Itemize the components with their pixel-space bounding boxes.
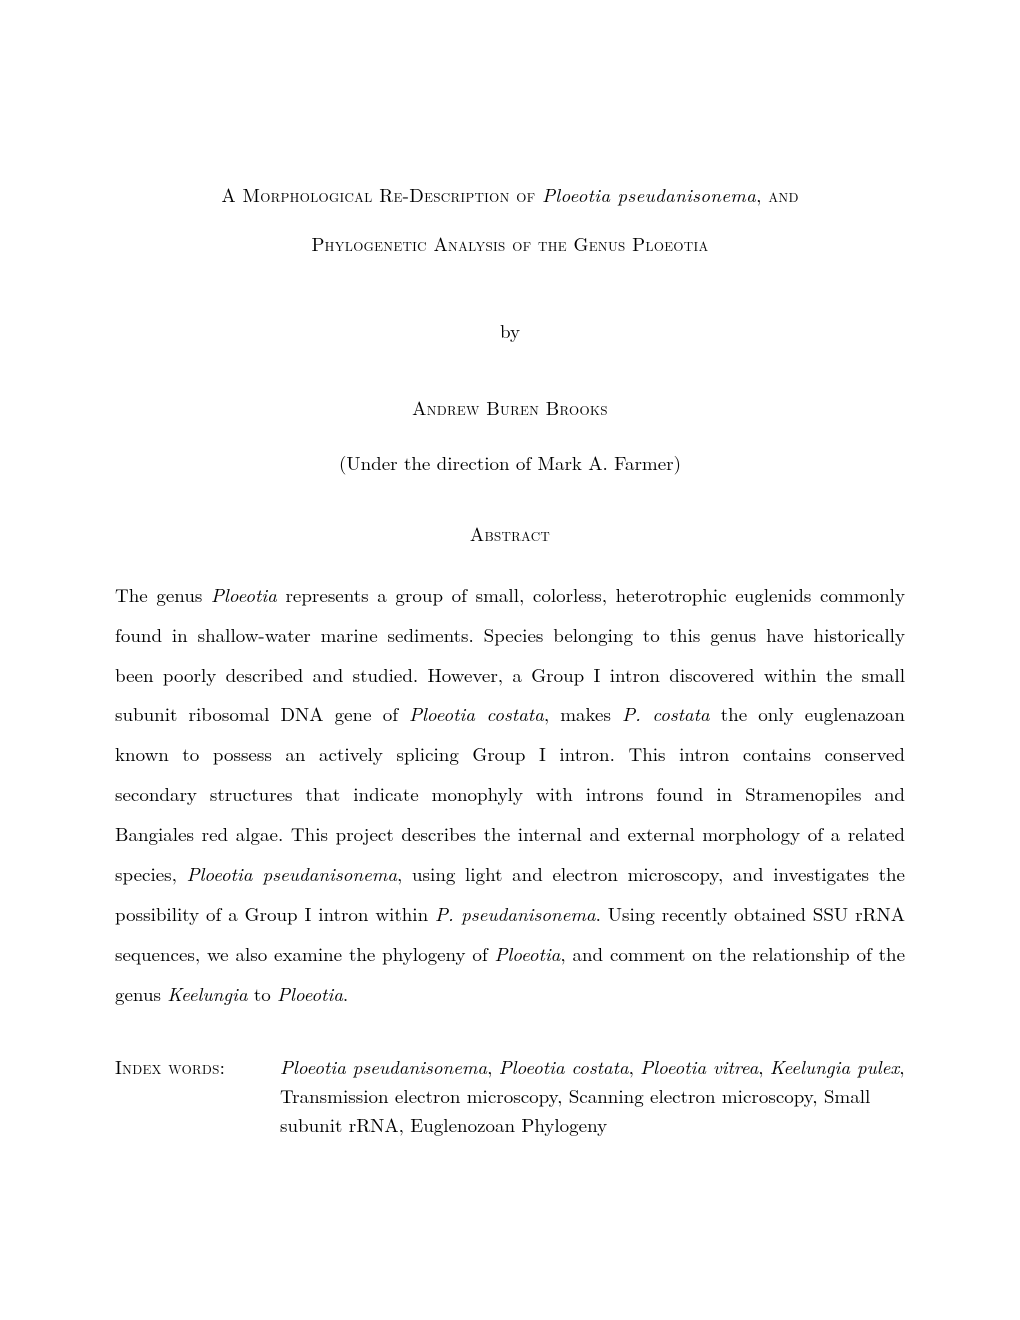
- title-pre: A Morphological Re-Description of: [221, 181, 542, 208]
- abstract-body: The genus Ploeotia represents a group of…: [115, 575, 905, 1014]
- direction-line: (Under the direction of Mark A. Farmer): [115, 449, 905, 476]
- index-words-list: Ploeotia pseudanisonema, Ploeotia costat…: [280, 1052, 905, 1140]
- title-line-1: A Morphological Re-Description of Ploeot…: [115, 170, 905, 219]
- index-sep: ,: [758, 1053, 770, 1080]
- by-line: by: [115, 317, 905, 344]
- abstract-species: P. costata: [622, 700, 710, 727]
- index-words-section: Index words: Ploeotia pseudanisonema, Pl…: [115, 1052, 905, 1140]
- title-italic-species: Ploeotia pseudanisonema: [542, 181, 756, 208]
- index-sep: ,: [629, 1053, 641, 1080]
- abstract-species: P. pseudanisonema: [435, 900, 596, 927]
- abstract-species: Ploeotia pseudanisonema: [187, 860, 397, 887]
- index-label: Index words:: [115, 1052, 280, 1081]
- abstract-text: The genus: [115, 581, 211, 608]
- title-post: , and: [756, 181, 799, 208]
- index-term: Ploeotia pseudanisonema: [280, 1053, 487, 1080]
- title-block: A Morphological Re-Description of Ploeot…: [115, 170, 905, 269]
- abstract-genus: Ploeotia: [277, 980, 343, 1007]
- author-name: Andrew Buren Brooks: [115, 394, 905, 421]
- abstract-genus: Keelungia: [167, 980, 247, 1007]
- abstract-text: to: [248, 980, 278, 1007]
- abstract-text: .: [343, 980, 348, 1007]
- abstract-genus: Ploeotia: [211, 581, 277, 608]
- index-term: Ploeotia vitrea: [640, 1053, 758, 1080]
- title-line-2: Phylogenetic Analysis of the Genus Ploeo…: [115, 219, 905, 268]
- abstract-text: , makes: [544, 700, 622, 727]
- index-term: Ploeotia costata: [499, 1053, 629, 1080]
- abstract-heading: Abstract: [115, 520, 905, 547]
- index-term: Keelungia pulex: [770, 1053, 899, 1080]
- abstract-genus: Ploeotia: [495, 940, 561, 967]
- abstract-species: Ploeotia costata: [409, 700, 544, 727]
- index-sep: ,: [487, 1053, 499, 1080]
